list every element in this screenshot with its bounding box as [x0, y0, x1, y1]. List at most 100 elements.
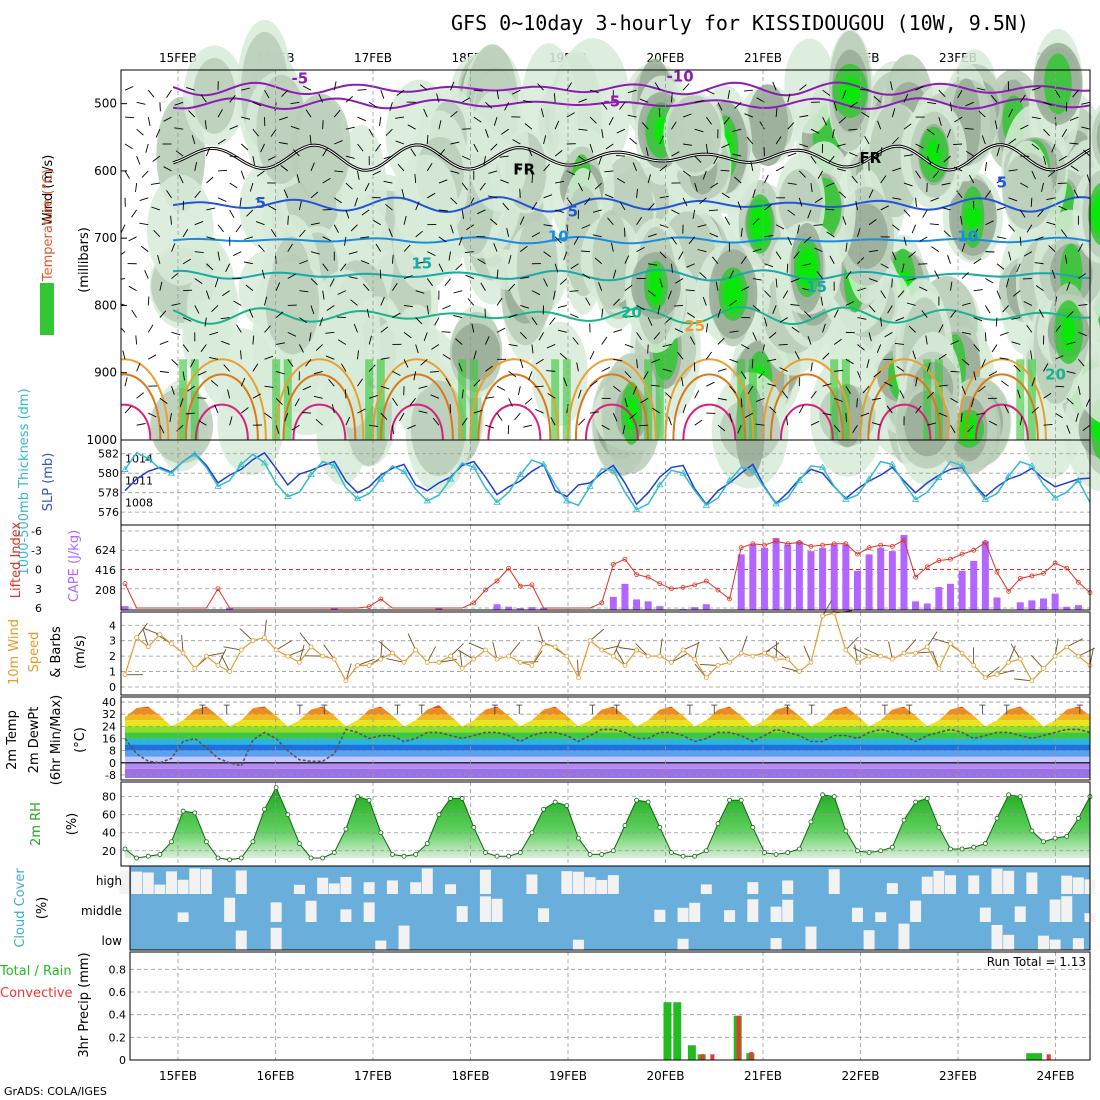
surface-temperature-contour — [487, 403, 542, 440]
wind-barb — [298, 201, 302, 211]
wind-barb — [490, 143, 498, 151]
bottom-date-label: 24FEB — [1037, 1069, 1075, 1083]
lifted-index-point — [1006, 588, 1012, 594]
wind-barb — [171, 358, 179, 366]
wind-barb — [613, 329, 623, 333]
cloud-cell — [328, 883, 340, 894]
wind-barb — [996, 176, 1004, 184]
wind-speed-point — [320, 653, 326, 659]
wind-barb — [318, 93, 324, 103]
wind-barb — [1030, 197, 1033, 207]
wind-barb — [429, 370, 439, 373]
wind-barb — [549, 317, 556, 325]
wind-barb — [622, 425, 626, 435]
lifted-index-point — [843, 541, 849, 547]
wind-barb — [124, 377, 128, 387]
cape-bar — [772, 538, 780, 610]
wind-barb — [313, 370, 323, 375]
wind-barb — [927, 101, 937, 105]
lifted-index-point — [727, 596, 732, 602]
top-date-label: 17FEB — [354, 51, 392, 65]
precip-total-bar — [673, 1002, 682, 1060]
wind-barb — [214, 404, 219, 414]
rh-point — [169, 839, 174, 845]
wind-barb — [658, 108, 661, 118]
wind-barb — [194, 162, 198, 172]
wind-barb — [485, 396, 495, 399]
lifted-index-point — [1052, 560, 1058, 566]
bottom-date-label: 23FEB — [939, 1069, 977, 1083]
cape-bar — [528, 607, 536, 610]
wind-barb — [938, 412, 948, 417]
wind-barb — [996, 669, 1015, 676]
wind-barb — [534, 385, 544, 388]
wind-speed-point — [1006, 659, 1012, 665]
lifted-index-point — [366, 604, 372, 610]
wind-barb — [147, 296, 150, 306]
wind-barb — [375, 143, 382, 152]
wind-barb — [139, 197, 149, 202]
wind-barb — [287, 331, 297, 337]
wind-speed-point — [1064, 644, 1070, 650]
wind-barb — [1043, 393, 1052, 399]
wind-barb — [296, 174, 300, 184]
wind-barb — [832, 129, 835, 139]
wind-barb — [1000, 331, 1009, 336]
wind-barb — [978, 110, 986, 118]
rh-surface-shade — [562, 359, 571, 440]
wind-barb — [641, 122, 649, 130]
wind-barb — [711, 256, 719, 265]
wind-barb — [978, 385, 986, 393]
wind-barb — [302, 85, 312, 91]
wind-barb — [961, 271, 969, 279]
wind-barb — [615, 649, 626, 666]
wind-barb — [372, 170, 381, 176]
wind-barb — [493, 243, 498, 252]
wind-barb — [535, 358, 544, 365]
wind-barb — [135, 182, 138, 193]
wind-barb — [1078, 304, 1088, 306]
wind-barb — [175, 150, 184, 157]
wind-barb — [298, 644, 305, 663]
precip-convective-bar — [710, 1054, 715, 1060]
wind-barb — [357, 170, 360, 180]
wind-barb — [962, 331, 971, 335]
wind-barb — [157, 254, 161, 264]
wind-barb — [785, 416, 789, 426]
wind-barb — [148, 354, 157, 360]
wind-barb — [147, 89, 155, 98]
rh-point — [959, 846, 965, 852]
cloud-cell — [1072, 938, 1084, 950]
precip-total-bar — [663, 1002, 672, 1060]
wind-barb — [845, 271, 852, 279]
wind-barb — [140, 245, 149, 252]
wind-barb — [1034, 262, 1044, 265]
wind-speed-point — [552, 644, 558, 650]
wind-barb — [229, 155, 239, 158]
wind-barb — [851, 175, 858, 184]
wind-barb — [1020, 124, 1029, 130]
wind-barb — [198, 370, 207, 376]
rh-point — [436, 812, 442, 818]
wind-barb — [767, 383, 777, 387]
wind-barb — [159, 340, 169, 345]
wind-barb — [740, 371, 747, 380]
wind-barb — [659, 135, 664, 145]
wind-barb — [692, 209, 696, 219]
cloud-cell — [386, 880, 398, 894]
slp-marker — [214, 482, 222, 489]
wind-barb — [344, 389, 347, 399]
wind-barb — [822, 352, 830, 360]
wind-barb — [838, 191, 847, 199]
wind-barb — [409, 398, 417, 406]
wind-barb — [366, 308, 370, 318]
rh-shade — [960, 415, 977, 442]
lifted-index-point — [715, 587, 721, 593]
wind-barb — [235, 224, 242, 233]
wind-barb — [256, 170, 265, 177]
temp-tick-label: 24 — [102, 720, 116, 733]
wind-barb — [636, 305, 645, 311]
wind-barb — [290, 125, 300, 130]
lifted-index-point — [750, 541, 756, 547]
wind-barb — [662, 344, 672, 347]
